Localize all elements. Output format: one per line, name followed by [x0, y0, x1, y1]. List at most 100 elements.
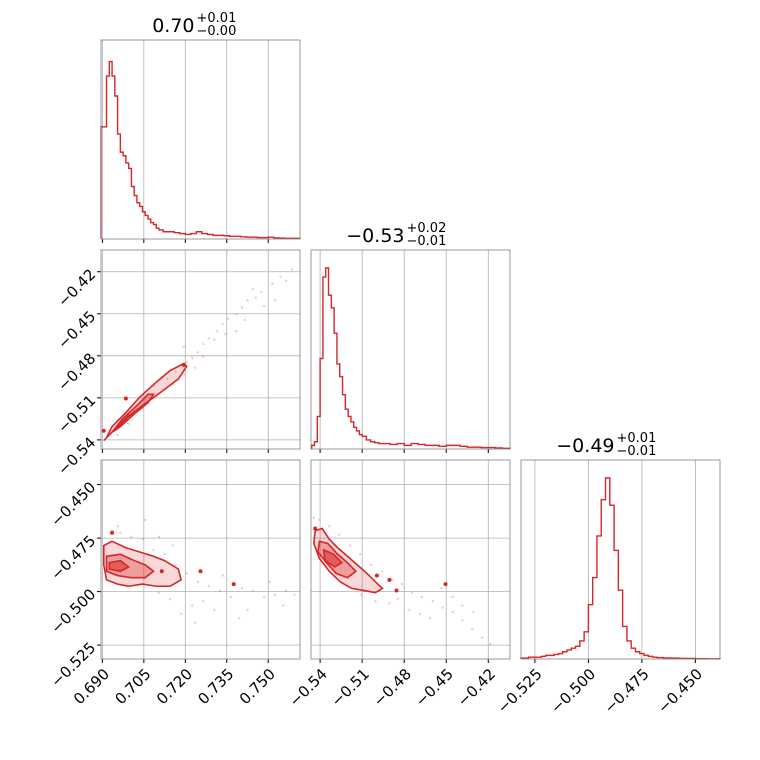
scatter-point-r2c1-5 — [358, 552, 362, 556]
outlier-r2c1-3 — [394, 588, 399, 593]
title-value-1: −0.53 — [346, 225, 404, 247]
xtick-label-2-2: −0.475 — [601, 665, 653, 717]
contour-r2c0-1 — [105, 553, 155, 579]
scatter-point-r2c1-11 — [420, 595, 423, 599]
panel-frame-r2c0 — [100, 459, 301, 660]
outlier-r2c1-1 — [374, 573, 379, 578]
ytick-label-1-0: −0.54 — [54, 434, 99, 479]
scatter-point-r1c0-36 — [273, 299, 277, 302]
scatter-point-r2c0-12 — [240, 587, 244, 590]
scatter-point-r2c0-25 — [144, 518, 147, 522]
scatter-point-r1c0-38 — [202, 355, 205, 358]
ytick-label-2-2: −0.475 — [47, 532, 99, 584]
xtick-label-1-2: −0.48 — [370, 665, 415, 710]
xtick-label-0-2: 0.720 — [153, 665, 196, 708]
panel-frame-r0c0 — [100, 39, 301, 240]
scatter-point-r2c0-8 — [196, 580, 199, 584]
scatter-point-r2c0-14 — [262, 595, 266, 599]
histogram-2 — [520, 477, 721, 660]
scatter-point-r1c0-11 — [202, 342, 205, 346]
scatter-point-r2c0-24 — [116, 525, 119, 528]
scatter-point-r2c1-3 — [337, 533, 341, 537]
scatter-point-r2c1-17 — [480, 636, 484, 639]
scatter-point-r2c1-23 — [428, 617, 432, 620]
scatter-point-r1c0-33 — [224, 332, 227, 336]
histogram-0 — [100, 60, 301, 239]
scatter-point-r1c0-18 — [246, 299, 249, 302]
scatter-point-r2c1-24 — [374, 600, 377, 603]
scatter-point-r1c0-21 — [271, 282, 274, 285]
axes-layer — [97, 39, 721, 663]
scatter-point-r2c1-2 — [328, 525, 331, 528]
scatter-point-r1c0-34 — [243, 318, 246, 322]
scatter-point-r1c0-32 — [213, 338, 216, 341]
scatter-point-r1c0-24 — [290, 268, 293, 271]
outlier-r1c0-2 — [101, 428, 106, 433]
scatter-point-r2c0-11 — [229, 595, 233, 599]
scatter-point-r1c0-39 — [235, 330, 238, 333]
contour-r2c1-2 — [322, 548, 344, 568]
scatter-point-r2c1-28 — [461, 604, 464, 607]
scatter-point-r2c0-33 — [282, 604, 285, 607]
scatter-point-r1c0-14 — [221, 323, 224, 326]
histogram-1 — [311, 267, 511, 449]
param-title-2: −0.49 +0.01−0.01 — [556, 431, 656, 459]
ytick-label-1-2: −0.48 — [54, 349, 99, 394]
scatter-point-r2c0-17 — [293, 593, 296, 597]
scatter-point-r2c1-1 — [318, 518, 321, 522]
title-plus-1: +0.02 — [407, 221, 447, 236]
scatter-point-r2c1-25 — [360, 593, 363, 597]
scatter-point-r2c1-10 — [410, 591, 414, 594]
scatter-point-r2c0-6 — [174, 563, 177, 567]
scatter-point-r2c1-18 — [489, 642, 492, 646]
ytick-label-1-1: −0.51 — [54, 391, 99, 436]
scatter-point-r2c0-32 — [237, 617, 241, 620]
scatter-point-r2c1-12 — [431, 600, 435, 603]
scatter-point-r2c1-0 — [312, 516, 315, 519]
scatter-point-r2c0-9 — [207, 585, 210, 588]
panel-frame-r2c2 — [520, 459, 721, 660]
panel-frame-r2c1 — [310, 459, 511, 660]
scatter-point-r2c0-13 — [251, 589, 255, 592]
param-title-1: −0.53 +0.02−0.01 — [346, 221, 446, 249]
xtick-label-1-4: −0.42 — [454, 665, 499, 710]
scatter-point-r2c1-19 — [388, 602, 391, 605]
scatter-point-r2c1-26 — [440, 587, 443, 590]
title-minus-1: −0.01 — [407, 234, 447, 249]
scatter-point-r2c1-20 — [396, 597, 400, 601]
scatter-point-r1c0-16 — [235, 313, 238, 316]
scatter-point-r2c1-15 — [461, 619, 464, 622]
outlier-r2c0-0 — [110, 530, 115, 535]
xtick-label-0-1: 0.705 — [111, 665, 154, 708]
xtick-label-1-3: −0.45 — [412, 665, 457, 710]
scatter-point-r2c0-18 — [191, 604, 194, 607]
scatter-point-r2c1-27 — [451, 595, 454, 599]
scatter-point-r2c0-31 — [193, 621, 197, 624]
scatter-point-r2c0-27 — [171, 544, 175, 547]
scatter-point-r2c0-30 — [268, 580, 271, 584]
scatter-point-r2c0-23 — [157, 591, 161, 594]
scatter-point-r1c0-23 — [284, 279, 288, 283]
scatter-point-r2c1-9 — [400, 582, 404, 586]
xtick-label-1-0: −0.54 — [286, 665, 331, 710]
scatter-point-r2c0-4 — [152, 548, 155, 552]
title-plus-2: +0.01 — [617, 431, 657, 446]
xtick-label-1-1: −0.51 — [328, 665, 373, 710]
scatter-point-r1c0-35 — [262, 304, 266, 308]
title-minus-2: −0.01 — [617, 444, 657, 459]
grid-layer — [101, 40, 696, 659]
ytick-label-2-1: −0.500 — [47, 585, 99, 637]
title-value-2: −0.49 — [556, 435, 614, 457]
xtick-label-2-0: −0.525 — [494, 665, 546, 717]
xtick-label-0-3: 0.735 — [194, 665, 237, 708]
scatter-point-r1c0-6 — [166, 377, 169, 381]
scatter-point-r2c0-3 — [141, 537, 144, 541]
scatter-point-r2c1-22 — [419, 612, 422, 616]
contour-r1c0-2 — [114, 413, 135, 432]
scatter-point-r1c0-25 — [193, 366, 197, 369]
outlier-r2c0-3 — [231, 582, 236, 587]
xtick-label-2-3: −0.450 — [654, 665, 706, 717]
scatter-point-r2c0-28 — [221, 574, 224, 577]
scatter-point-r2c0-26 — [157, 535, 161, 539]
